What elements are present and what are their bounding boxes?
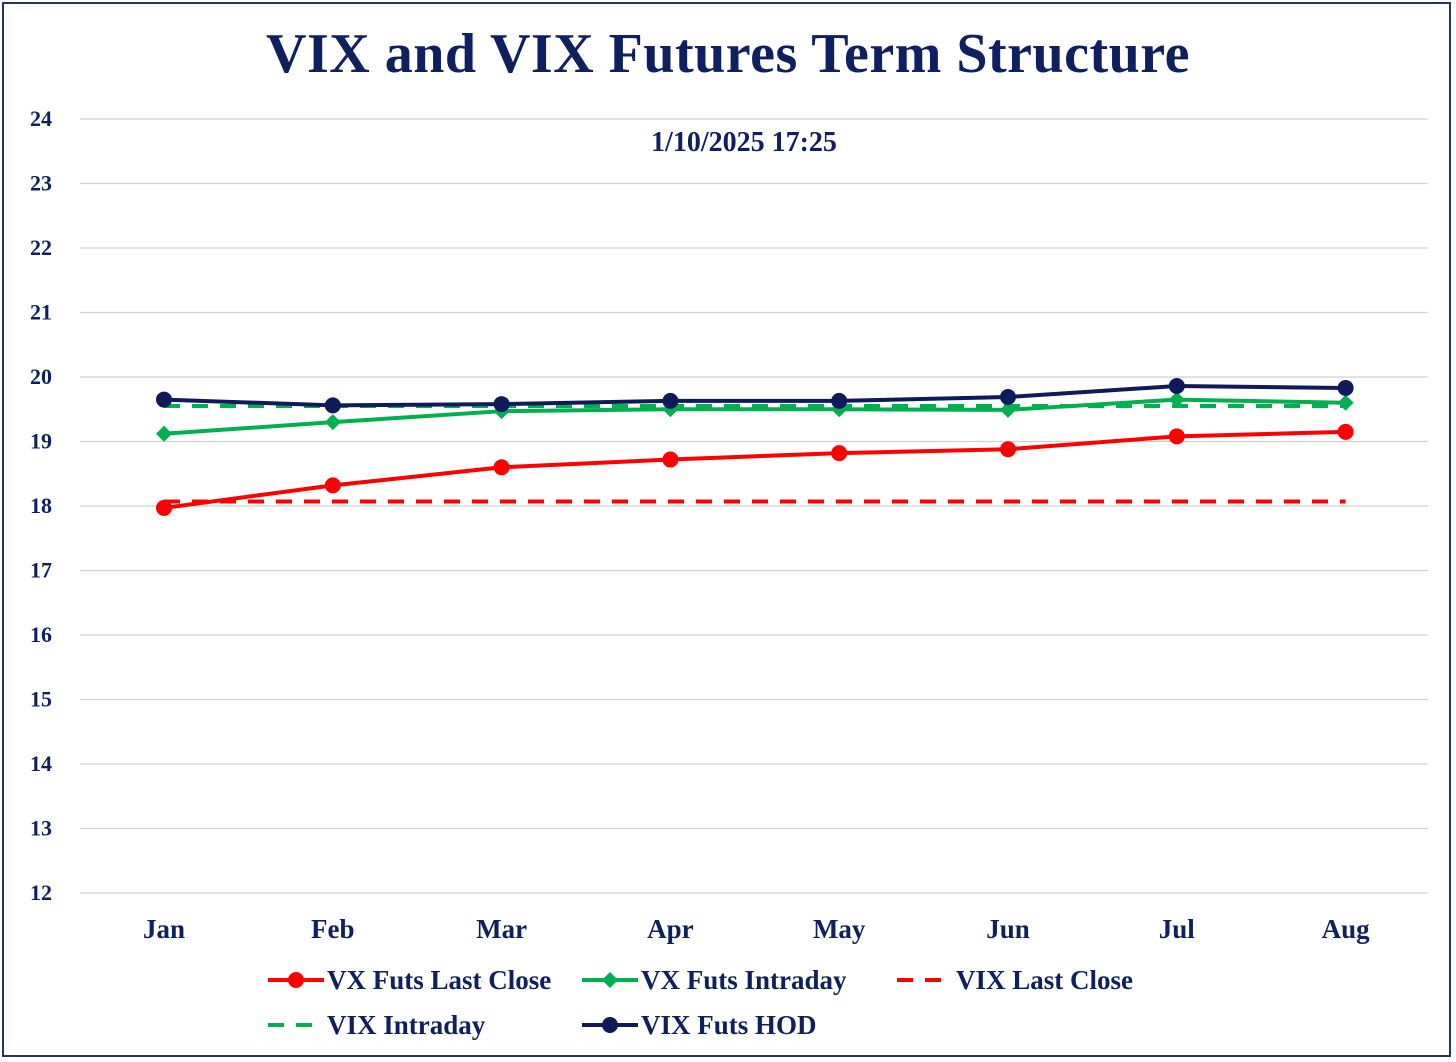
y-tick-label: 21 xyxy=(30,300,52,325)
data-point-vix-futs-hod xyxy=(1168,378,1185,395)
data-point-vix-futs-hod xyxy=(662,392,679,409)
y-tick-label: 20 xyxy=(30,364,52,389)
y-tick-labels: 12 13 14 15 16 17 18 19 20 21 22 23 24 xyxy=(30,106,52,905)
y-tick-label: 14 xyxy=(30,751,52,776)
legend: VX Futs Last Close VX Futs Intraday VIX La… xyxy=(268,965,1133,1040)
legend-item-vix-futs-hod: VIX Futs HOD xyxy=(582,1010,817,1040)
y-tick-label: 23 xyxy=(30,171,52,196)
y-tick-label: 16 xyxy=(30,622,52,647)
data-point-vx-futs-last-close xyxy=(156,499,172,516)
legend-label: VIX Last Close xyxy=(956,965,1133,995)
series-vx-futs-last-close xyxy=(156,423,1354,516)
series-vx-futs-intraday xyxy=(156,391,1354,442)
x-tick-label: Feb xyxy=(311,914,355,944)
data-point-vx-futs-intraday xyxy=(1337,394,1354,411)
legend-label: VIX Intraday xyxy=(327,1010,486,1040)
x-tick-label: Aug xyxy=(1322,914,1371,944)
legend-marker xyxy=(602,972,618,988)
legend-item-vx-futs-last-close: VX Futs Last Close xyxy=(268,965,551,995)
data-point-vx-futs-last-close xyxy=(493,459,510,476)
x-tick-label: Jun xyxy=(986,914,1030,944)
x-tick-labels: Jan Feb Mar Apr May Jun Jul Aug xyxy=(143,914,1370,944)
x-tick-label: Apr xyxy=(647,914,694,944)
grid-lines xyxy=(80,118,1428,894)
legend-item-vx-futs-intraday: VX Futs Intraday xyxy=(582,965,847,995)
timestamp-annotation: 1/10/2025 17:25 xyxy=(651,127,837,158)
legend-marker xyxy=(288,972,304,988)
y-tick-label: 15 xyxy=(30,687,52,712)
data-point-vx-futs-intraday xyxy=(156,425,172,442)
data-point-vx-futs-intraday xyxy=(1000,401,1016,418)
data-point-vx-futs-last-close xyxy=(324,477,341,494)
data-point-vix-futs-hod xyxy=(156,391,172,408)
data-point-vx-futs-last-close xyxy=(831,445,848,462)
data-point-vix-futs-hod xyxy=(831,392,848,409)
data-point-vix-futs-hod xyxy=(1000,388,1016,405)
legend-label: VX Futs Intraday xyxy=(641,965,847,995)
x-tick-label: May xyxy=(813,914,866,944)
x-tick-label: Jan xyxy=(143,914,185,944)
y-tick-label: 24 xyxy=(30,106,52,131)
y-tick-label: 12 xyxy=(30,880,52,905)
y-tick-label: 18 xyxy=(30,493,52,518)
y-tick-label: 13 xyxy=(30,816,52,841)
legend-label: VX Futs Last Close xyxy=(327,965,551,995)
chart-title: VIX and VIX Futures Term Structure xyxy=(266,23,1190,85)
data-point-vx-futs-last-close xyxy=(1337,423,1354,440)
data-point-vix-futs-hod xyxy=(1337,379,1354,396)
data-point-vx-futs-intraday xyxy=(324,414,341,431)
data-point-vix-futs-hod xyxy=(493,396,510,413)
legend-marker xyxy=(602,1017,618,1033)
data-point-vx-futs-intraday xyxy=(1168,391,1185,408)
y-tick-label: 17 xyxy=(30,558,52,583)
series-group xyxy=(156,378,1354,516)
legend-item-vix-last-close: VIX Last Close xyxy=(897,965,1133,995)
x-tick-label: Mar xyxy=(476,914,527,944)
data-point-vx-futs-last-close xyxy=(1168,428,1185,445)
series-line-vx-futs-intraday xyxy=(163,397,1346,436)
data-point-vx-futs-last-close xyxy=(662,451,679,468)
y-tick-label: 19 xyxy=(30,429,52,454)
series-vix-futs-hod xyxy=(156,378,1354,414)
data-point-vix-futs-hod xyxy=(324,397,341,414)
series-line-vx-futs-last-close xyxy=(163,429,1346,510)
series-line-vix-futs-hod xyxy=(163,384,1346,408)
legend-label: VIX Futs HOD xyxy=(641,1010,817,1040)
y-tick-label: 22 xyxy=(30,235,52,260)
x-tick-label: Jul xyxy=(1159,914,1196,944)
data-point-vx-futs-last-close xyxy=(1000,441,1016,458)
legend-item-vix-intraday: VIX Intraday xyxy=(268,1010,486,1040)
